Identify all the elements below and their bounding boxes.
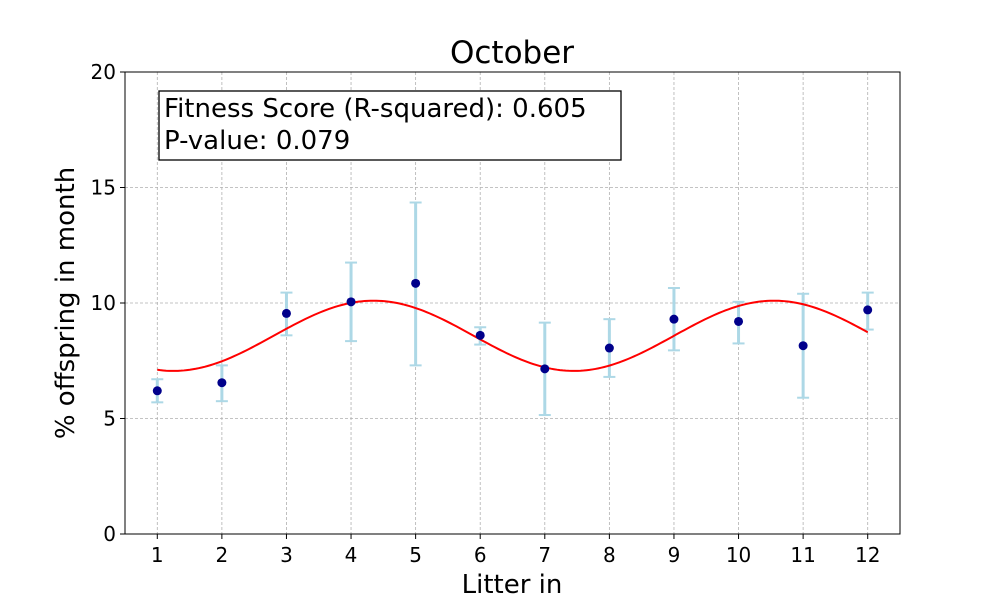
data-point-9 bbox=[669, 314, 679, 324]
y-tick-label-0: 0 bbox=[103, 522, 116, 546]
x-axis-ticks: 1 2 3 4 5 6 7 8 9 10 11 12 bbox=[151, 534, 880, 567]
data-point-10 bbox=[734, 316, 744, 326]
data-point-4 bbox=[346, 297, 356, 307]
x-tick-label-10: 10 bbox=[726, 543, 751, 567]
data-point-11 bbox=[798, 341, 808, 351]
x-tick-label-2: 2 bbox=[216, 543, 229, 567]
fit-curve bbox=[157, 299, 869, 372]
data-point-2 bbox=[217, 378, 227, 388]
data-points bbox=[152, 278, 873, 396]
annotation-frame bbox=[158, 90, 622, 161]
data-point-5 bbox=[411, 278, 421, 288]
y-tick-label-15: 15 bbox=[91, 176, 116, 200]
x-tick-label-5: 5 bbox=[409, 543, 422, 567]
x-tick-label-9: 9 bbox=[668, 543, 681, 567]
x-axis-label: Litter in bbox=[462, 570, 563, 600]
data-point-12 bbox=[863, 305, 873, 315]
y-tick-label-20: 20 bbox=[91, 60, 116, 84]
chart-title: October bbox=[450, 35, 574, 71]
data-point-8 bbox=[604, 343, 614, 353]
annotation-r-squared: Fitness Score (R-squared): 0.605 bbox=[164, 94, 587, 124]
x-tick-label-7: 7 bbox=[538, 543, 551, 567]
x-tick-label-12: 12 bbox=[855, 543, 880, 567]
data-point-7 bbox=[540, 364, 550, 374]
data-point-3 bbox=[281, 308, 291, 318]
y-tick-label-10: 10 bbox=[91, 291, 116, 315]
annotation-p-value: P-value: 0.079 bbox=[164, 126, 350, 156]
x-tick-label-3: 3 bbox=[280, 543, 293, 567]
y-axis-label: % offspring in month bbox=[51, 167, 81, 439]
data-point-6 bbox=[475, 330, 485, 340]
y-tick-label-5: 5 bbox=[103, 407, 116, 431]
y-axis-ticks: 0 5 10 15 20 bbox=[91, 60, 125, 546]
x-tick-label-4: 4 bbox=[345, 543, 358, 567]
x-tick-label-8: 8 bbox=[603, 543, 616, 567]
x-tick-label-11: 11 bbox=[790, 543, 815, 567]
x-tick-label-6: 6 bbox=[474, 543, 487, 567]
x-tick-label-1: 1 bbox=[151, 543, 164, 567]
annotation-box: Fitness Score (R-squared): 0.605 P-value… bbox=[158, 90, 622, 161]
data-point-1 bbox=[152, 386, 162, 396]
